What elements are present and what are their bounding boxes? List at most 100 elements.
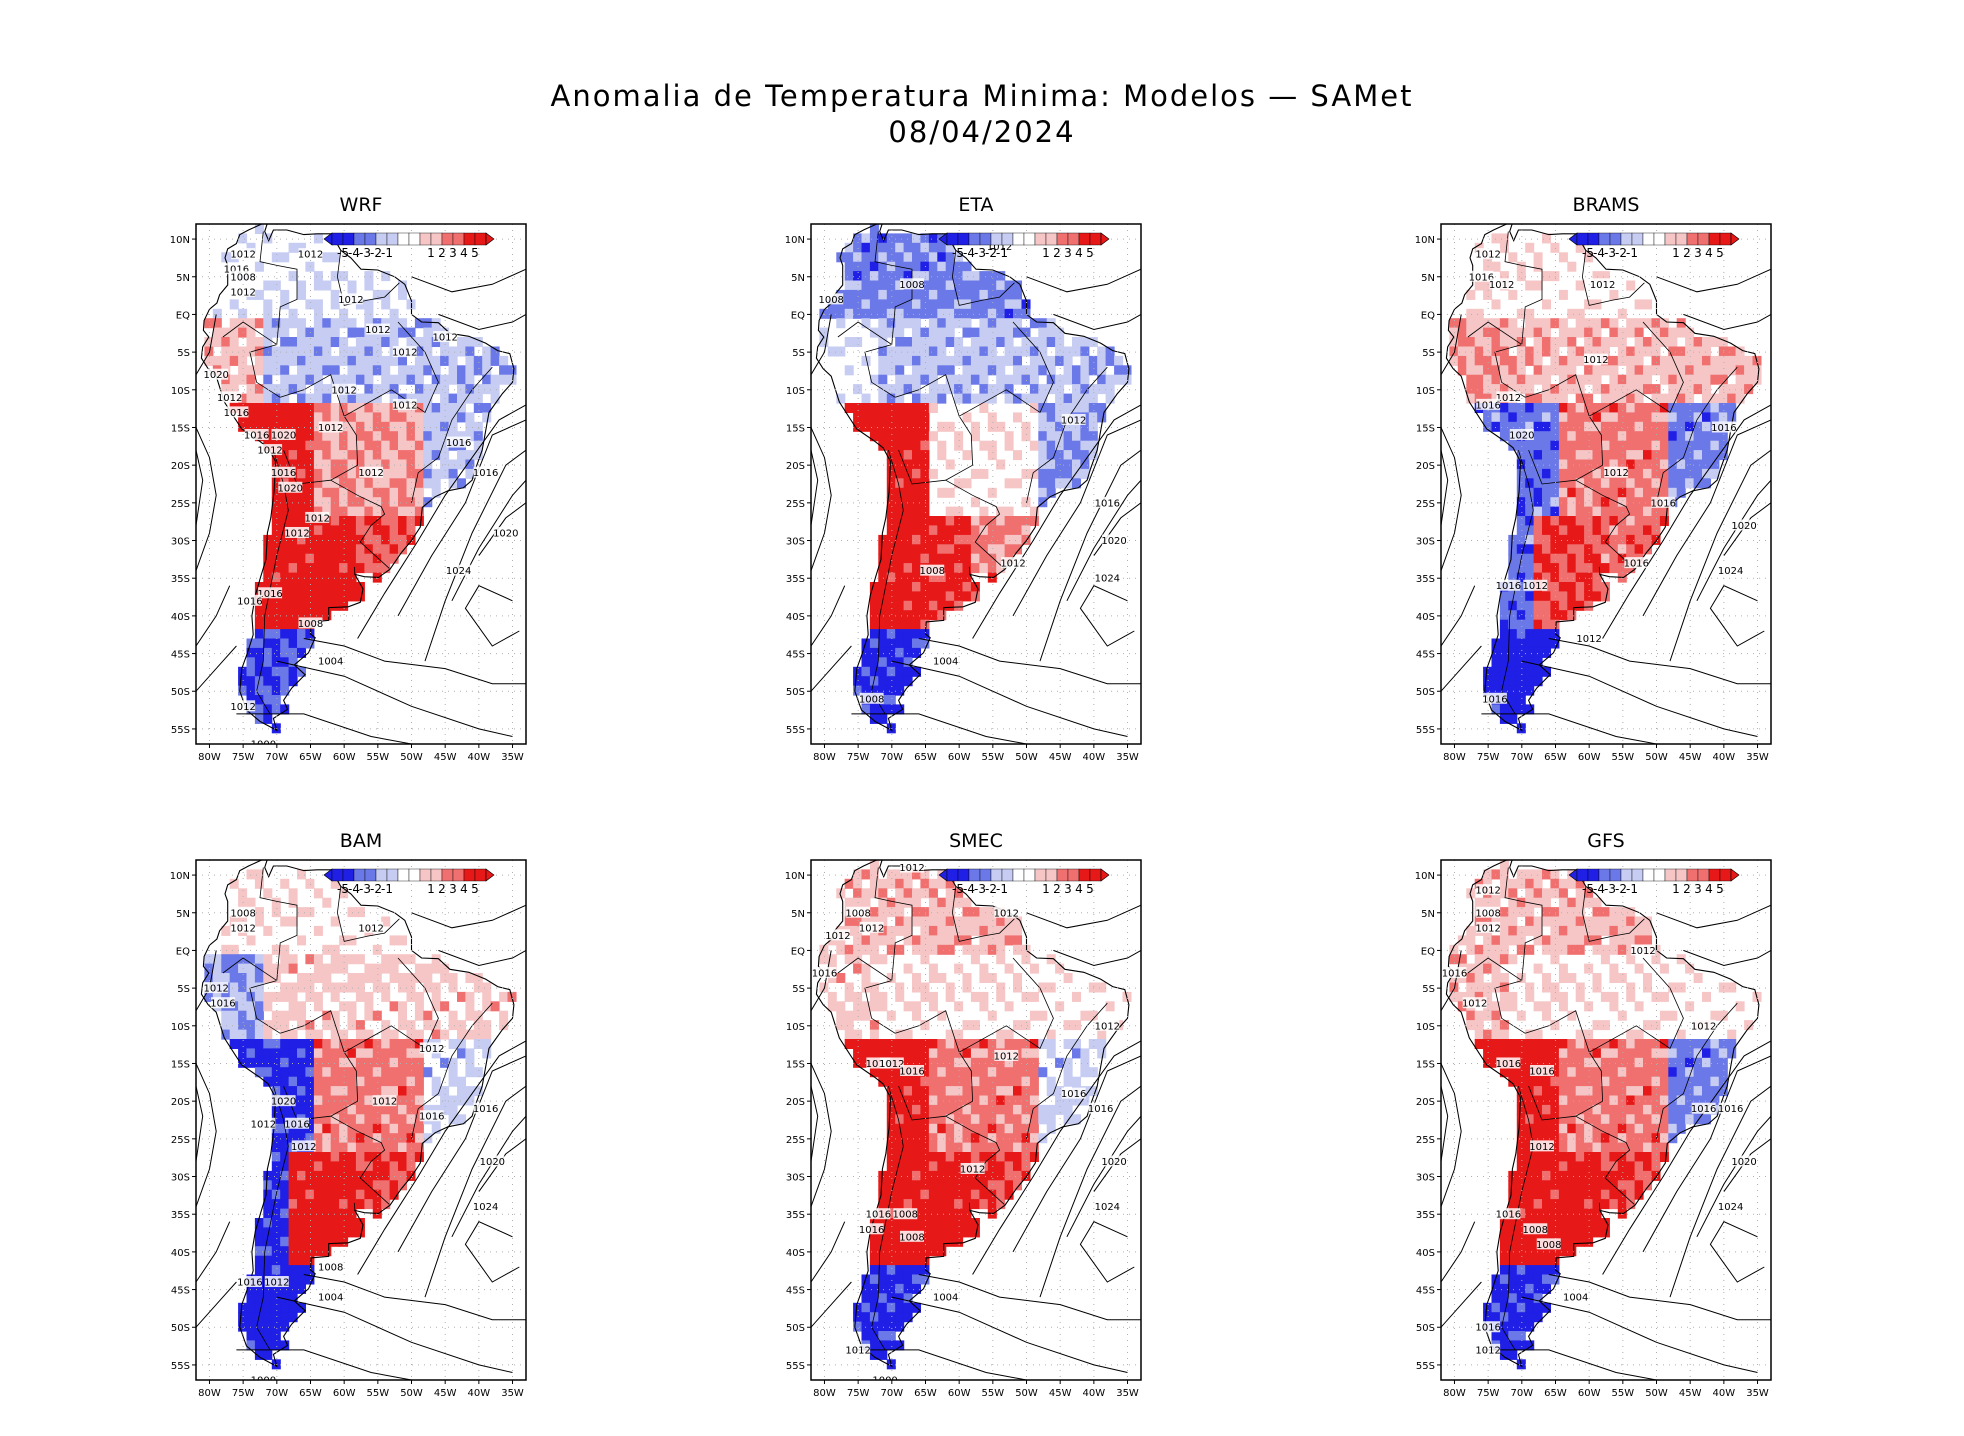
country-border bbox=[1656, 1002, 1738, 1139]
isobar-label: 1008 bbox=[899, 278, 925, 291]
svg-text:1024: 1024 bbox=[1718, 566, 1743, 577]
anomaly-shading bbox=[819, 860, 1132, 1370]
isobar-label: 1016 bbox=[1651, 496, 1676, 509]
panel-title: ETA bbox=[958, 194, 993, 216]
longitude-tick-label: 40W bbox=[468, 1388, 491, 1399]
svg-text:1024: 1024 bbox=[1095, 1202, 1120, 1213]
latitude-tick-label: 10N bbox=[1415, 235, 1435, 246]
svg-text:1008: 1008 bbox=[318, 1262, 343, 1273]
svg-text:1016: 1016 bbox=[1482, 694, 1507, 705]
latitude-tick-label: 55S bbox=[171, 1361, 190, 1372]
latitude-tick-label: 10N bbox=[170, 235, 190, 246]
isobar-label: 1008 bbox=[230, 270, 256, 283]
colorbar-tick-label: 4 bbox=[1705, 882, 1713, 896]
colorbar-tick-label: 4 bbox=[1075, 246, 1083, 260]
country-border bbox=[1598, 1202, 1601, 1211]
colorbar: -5 -4 -3 -2 -1 1 2 3 4 5 bbox=[323, 232, 495, 260]
svg-text:1020: 1020 bbox=[203, 370, 228, 381]
isobar-label: 1012 bbox=[960, 1162, 985, 1175]
svg-text:1012: 1012 bbox=[230, 923, 255, 934]
latitude-tick-label: EQ bbox=[1421, 310, 1435, 321]
svg-text:1012: 1012 bbox=[230, 287, 255, 298]
colorbar-tick-label: -1 bbox=[996, 882, 1008, 896]
country-border bbox=[1525, 374, 1604, 485]
colorbar-tick-label: 1 bbox=[1042, 246, 1050, 260]
longitude-tick-label: 80W bbox=[198, 1388, 221, 1399]
longitude-tick-label: 40W bbox=[1083, 752, 1106, 763]
isobar-label: 1016 bbox=[1088, 1102, 1113, 1115]
colorbar-tick-label: -2 bbox=[1615, 246, 1627, 260]
colorbar: -5 -4 -3 -2 -1 1 2 3 4 5 bbox=[1568, 868, 1740, 896]
svg-text:1008: 1008 bbox=[899, 280, 924, 291]
colorbar-tick-label: 2 bbox=[1053, 246, 1061, 260]
isobar-label: 1012 bbox=[331, 383, 357, 396]
longitude-tick-label: 60W bbox=[948, 1388, 971, 1399]
latitude-tick-label: 5N bbox=[176, 273, 190, 284]
isobar-label: 1016 bbox=[1442, 967, 1467, 980]
svg-text:1008: 1008 bbox=[893, 1210, 918, 1221]
country-border bbox=[1598, 566, 1601, 575]
svg-text:1012: 1012 bbox=[419, 1044, 444, 1055]
svg-text:1012: 1012 bbox=[338, 295, 363, 306]
longitude-tick-label: 35W bbox=[1116, 1388, 1139, 1399]
isobar-label: 1020 bbox=[1731, 519, 1757, 532]
svg-text:1020: 1020 bbox=[1509, 431, 1534, 442]
colorbar-tick-label: 2 bbox=[438, 882, 446, 896]
longitude-tick-label: 50W bbox=[1015, 752, 1038, 763]
svg-text:1020: 1020 bbox=[1731, 521, 1756, 532]
isobar-label: 1016 bbox=[473, 1102, 498, 1115]
map-area: 1012100810121012101610121012101610161016… bbox=[1441, 860, 1771, 1380]
isobar-label: 1016 bbox=[1529, 1065, 1555, 1078]
isobar-label: 1020 bbox=[1509, 429, 1535, 442]
isobar-label: 1024 bbox=[473, 1200, 498, 1213]
latitude-tick-label: 5S bbox=[792, 984, 805, 995]
longitude-tick-label: 40W bbox=[1713, 1388, 1736, 1399]
longitude-tick-label: 55W bbox=[367, 752, 390, 763]
svg-text:1016: 1016 bbox=[244, 431, 269, 442]
latitude-tick-label: 40S bbox=[1416, 612, 1435, 623]
latitude-tick-label: 30S bbox=[786, 1173, 805, 1184]
isobar-label: 1016 bbox=[1624, 557, 1649, 570]
country-border bbox=[871, 1085, 904, 1351]
latitude-tick-label: 55S bbox=[786, 1361, 805, 1372]
isobar-label: 1008 bbox=[899, 1230, 925, 1243]
svg-text:1016: 1016 bbox=[1061, 1089, 1086, 1100]
country-border bbox=[353, 566, 356, 575]
longitude-tick-label: 80W bbox=[813, 752, 836, 763]
longitude-tick-label: 50W bbox=[400, 1388, 423, 1399]
colorbar-tick-label: 5 bbox=[1086, 882, 1094, 896]
latitude-tick-label: 10N bbox=[785, 235, 805, 246]
latitude-tick-label: 20S bbox=[171, 461, 190, 472]
isobar-label: 1020 bbox=[278, 481, 303, 494]
map-panel-eta: ETA 1012 1008 1008 1012 1016 1020 1024 1008 1012 1… bbox=[755, 188, 1155, 768]
longitude-tick-label: 75W bbox=[1477, 1388, 1500, 1399]
isobar-label: 1016 bbox=[1496, 579, 1521, 592]
isobar-label: 1004 bbox=[933, 655, 958, 668]
country-border bbox=[1575, 479, 1635, 569]
longitude-tick-label: 35W bbox=[501, 1388, 524, 1399]
isobar-label: 1008 bbox=[298, 617, 323, 630]
isobar-label: 1020 bbox=[1101, 534, 1127, 547]
colorbar-tick-label: 4 bbox=[1075, 882, 1083, 896]
isobar-label: 1012 bbox=[1475, 921, 1501, 934]
anomaly-shading bbox=[1449, 860, 1762, 1370]
svg-text:1016: 1016 bbox=[1475, 400, 1500, 411]
svg-text:1016: 1016 bbox=[224, 408, 249, 419]
latitude-tick-label: 20S bbox=[786, 1097, 805, 1108]
svg-text:1016: 1016 bbox=[284, 1119, 309, 1130]
latitude-tick-label: 20S bbox=[171, 1097, 190, 1108]
map-area: 1012100810121012101210161012101210161012… bbox=[811, 860, 1141, 1380]
colorbar-tick-label: 2 bbox=[1053, 882, 1061, 896]
latitude-tick-label: 30S bbox=[786, 537, 805, 548]
country-border bbox=[344, 957, 439, 1053]
country-border bbox=[1525, 1010, 1604, 1121]
coastline bbox=[815, 860, 1130, 1368]
svg-text:1016: 1016 bbox=[257, 589, 282, 600]
isobar-label: 1012 bbox=[318, 421, 343, 434]
longitude-tick-label: 55W bbox=[982, 1388, 1005, 1399]
isobar-label: 1016 bbox=[446, 436, 471, 449]
isobar-label: 1012 bbox=[230, 700, 256, 713]
latitude-tick-label: 10S bbox=[786, 1022, 805, 1033]
latitude-tick-label: 40S bbox=[171, 612, 190, 623]
svg-text:1012: 1012 bbox=[859, 923, 884, 934]
